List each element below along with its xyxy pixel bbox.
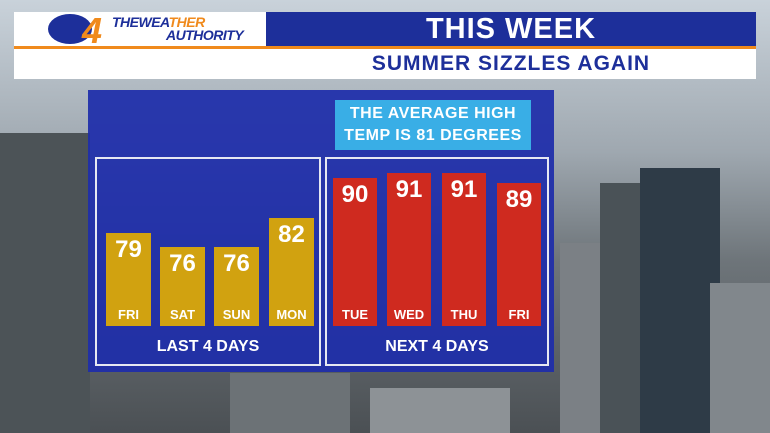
temp-value: 76 (223, 250, 250, 277)
temp-bar-fri: 79 FRI (106, 233, 151, 326)
day-label: MON (276, 307, 307, 322)
day-label: SAT (169, 307, 196, 322)
building (0, 133, 90, 433)
day-label: FRI (508, 307, 530, 322)
temp-bar-mon: 82 MON (269, 218, 314, 326)
building (230, 373, 350, 433)
day-label: WED (393, 307, 425, 322)
channel-number: 4 (82, 10, 103, 51)
page-subtitle: SUMMER SIZZLES AGAIN (371, 52, 651, 75)
group-label: NEXT 4 DAYS (385, 338, 489, 355)
temp-value: 82 (278, 221, 305, 248)
last-4-days-box: LAST 4 DAYS 79 FRI 76 SAT 76 SUN 82 MON (95, 157, 321, 366)
temp-value: 90 (341, 181, 369, 208)
day-label: THU (450, 307, 478, 322)
note-line1: THE AVERAGE HIGH (349, 105, 517, 122)
next-4-days-box: NEXT 4 DAYS 90 TUE 91 WED 91 THU 89 FRI (325, 157, 549, 366)
temp-bar-sat: 76 SAT (160, 247, 205, 326)
temp-value: 79 (115, 236, 142, 263)
brand-line1b: THER (168, 14, 206, 30)
temp-bar-thu: 91 THU (442, 173, 486, 326)
building (370, 388, 510, 433)
day-label: FRI (118, 307, 139, 322)
cbs-eye-icon (48, 14, 92, 44)
divider (14, 46, 756, 49)
building (640, 168, 720, 433)
brand-line1: THEWEA (112, 14, 169, 30)
page-title: THIS WEEK (425, 13, 597, 45)
title-bar: 4 THEWEATHER AUTHORITY THIS WEEK (14, 10, 756, 51)
group-label: LAST 4 DAYS (156, 338, 260, 355)
temp-value: 76 (169, 250, 196, 277)
temp-value: 91 (450, 176, 478, 203)
station-logo: 4 THEWEATHER AUTHORITY (14, 10, 266, 51)
note-line2: TEMP IS 81 DEGREES (344, 127, 522, 144)
temp-bar-tue: 90 TUE (333, 178, 377, 326)
building (710, 283, 770, 433)
temp-bar-fri: 89 FRI (497, 183, 541, 326)
brand-wordmark: THEWEATHER AUTHORITY (112, 14, 244, 43)
day-label: TUE (342, 307, 368, 322)
header: 4 THEWEATHER AUTHORITY THIS WEEK SUMMER … (14, 10, 756, 79)
temp-value: 89 (505, 186, 533, 213)
temp-bar-sun: 76 SUN (214, 247, 259, 326)
temp-value: 91 (395, 176, 423, 203)
day-label: SUN (222, 307, 251, 322)
subtitle-bar: SUMMER SIZZLES AGAIN (14, 49, 756, 79)
brand-line2: AUTHORITY (166, 27, 244, 43)
average-high-note: THE AVERAGE HIGH TEMP IS 81 DEGREES (335, 100, 531, 150)
temp-bar-wed: 91 WED (387, 173, 431, 326)
